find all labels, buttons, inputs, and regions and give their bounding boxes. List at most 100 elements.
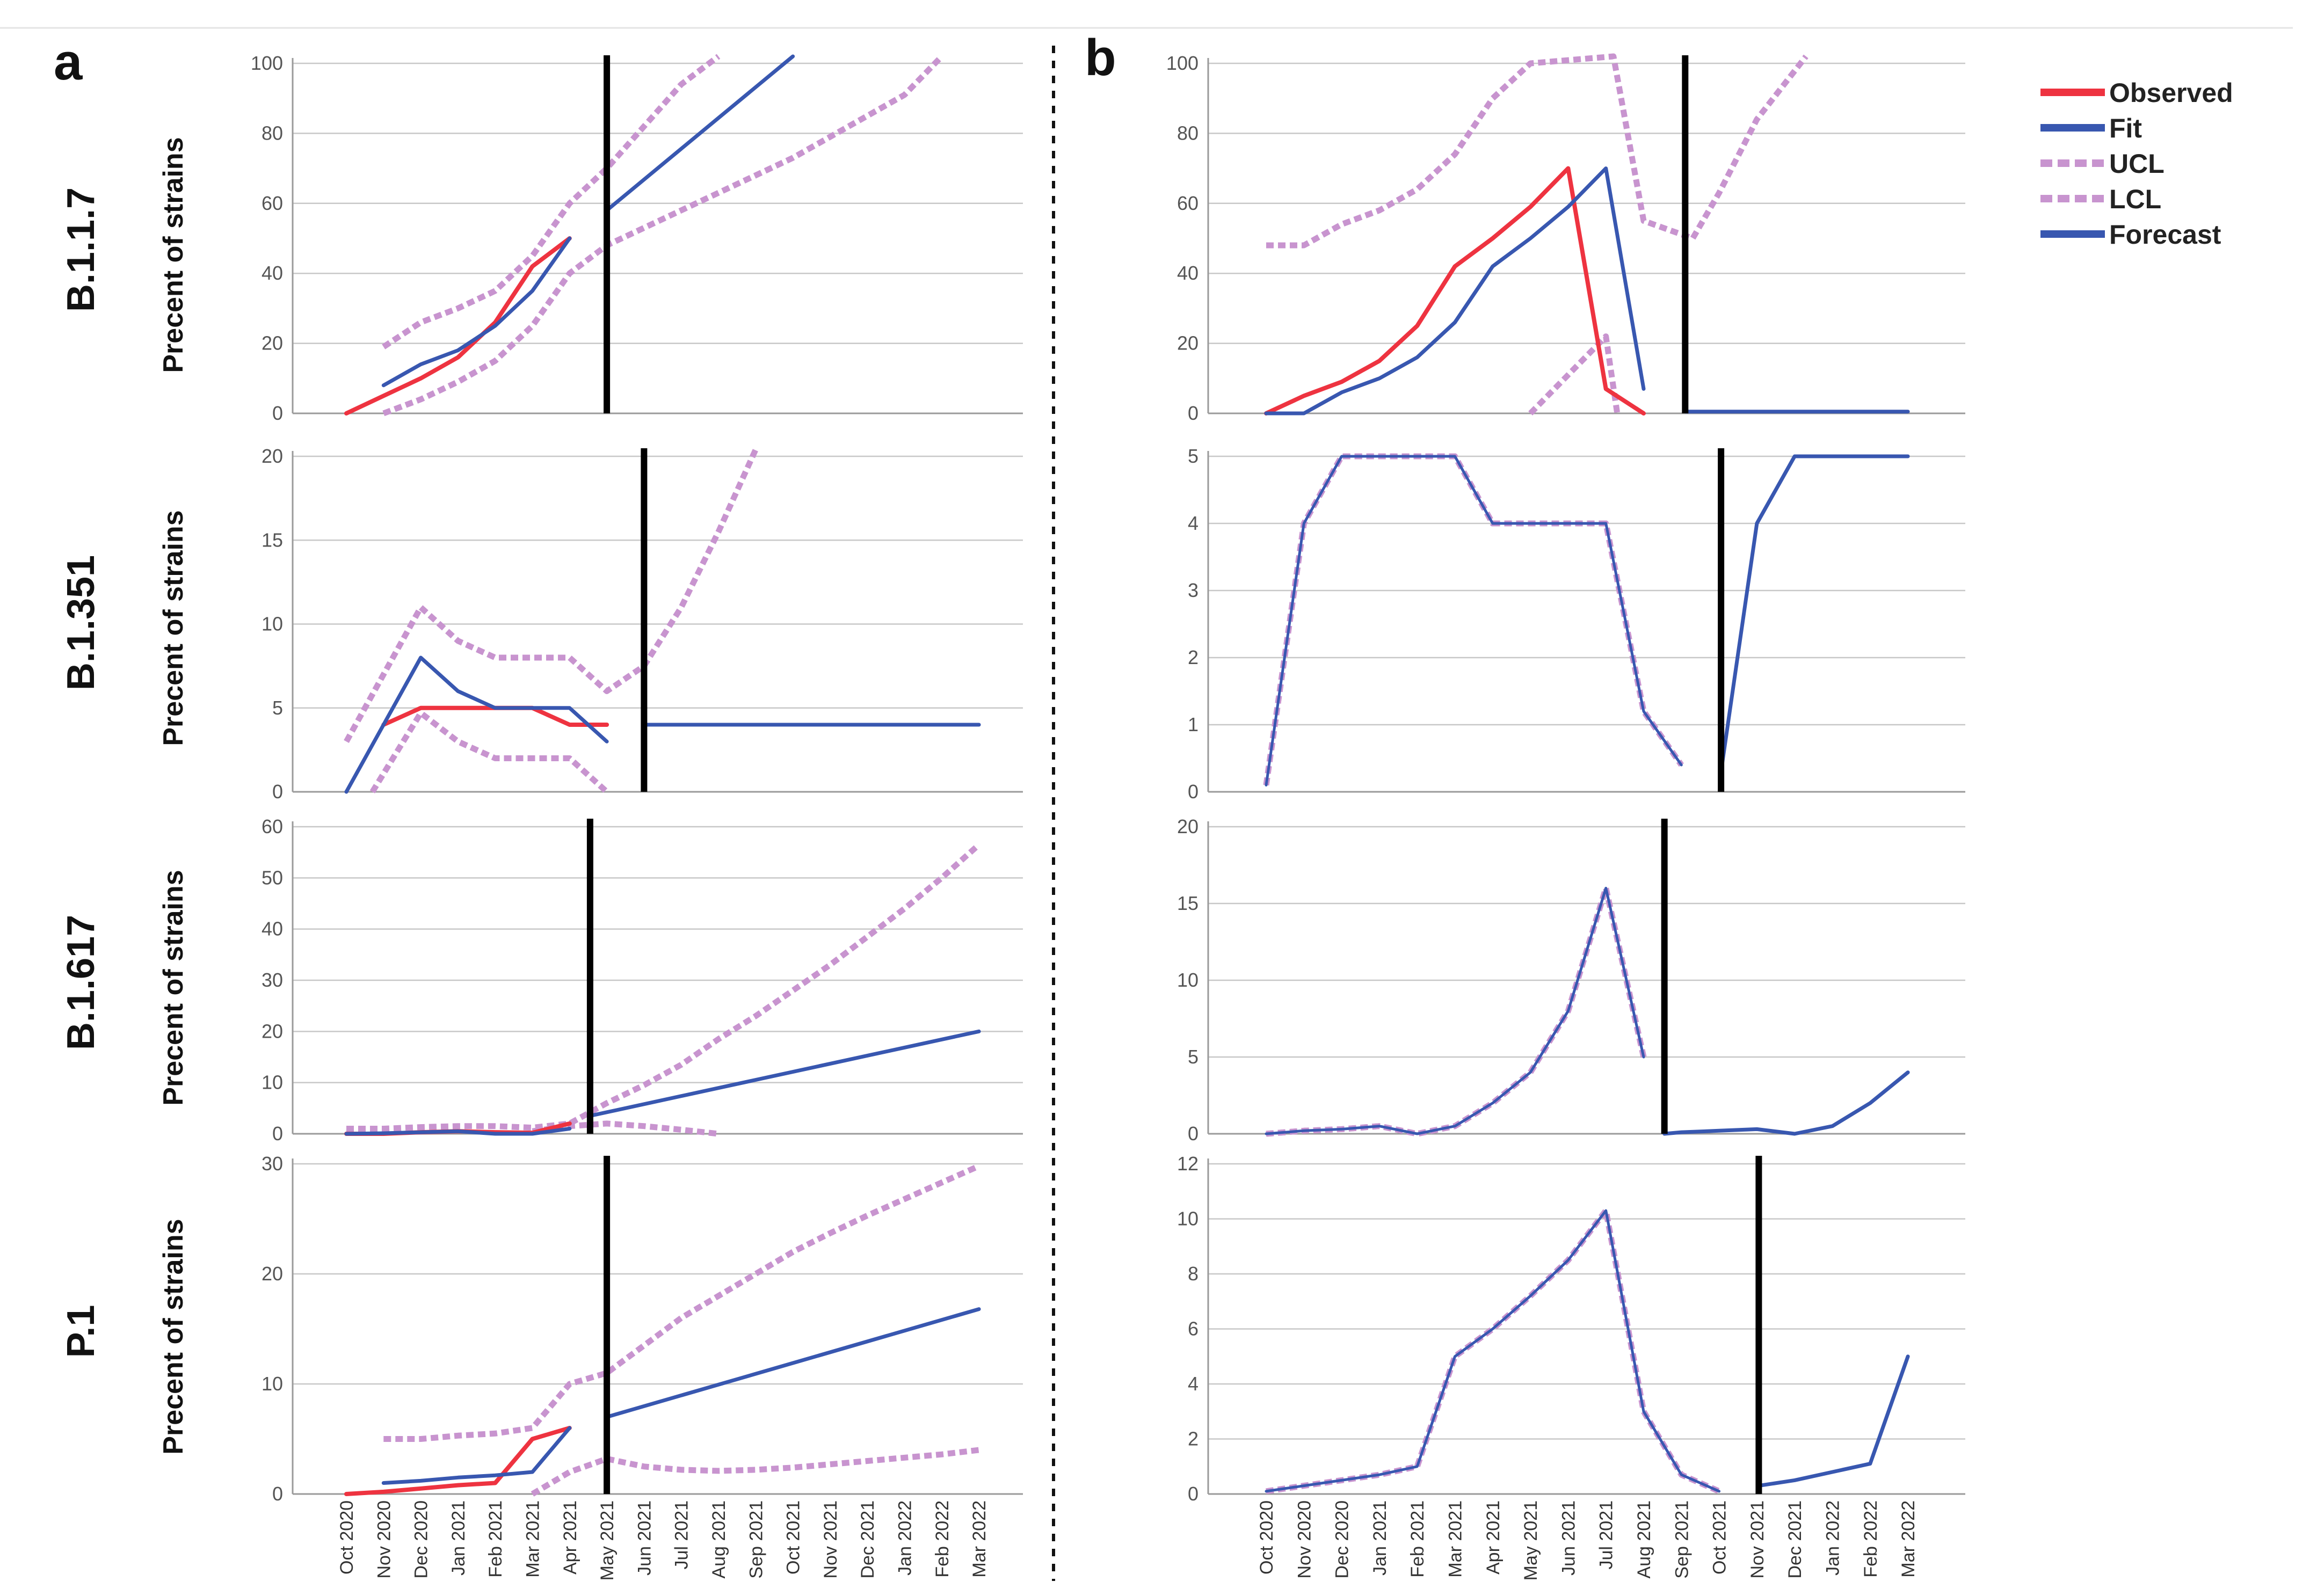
y-tick-label: 5: [1188, 445, 1199, 467]
x-tick-label: Oct 2020: [1256, 1500, 1277, 1575]
x-tick-label: Mar 2021: [1446, 1500, 1466, 1578]
series-observed: [1264, 166, 1646, 416]
y-tick-label: 40: [1177, 262, 1199, 284]
x-tick-label: Oct 2021: [783, 1500, 804, 1575]
series-lcl: [1266, 1207, 1720, 1495]
chart-b-b-1-1-7: 0 20 40 60 80 100: [1166, 52, 1965, 424]
x-tick-label: Feb 2022: [932, 1500, 953, 1578]
x-tick-label: Feb 2022: [1861, 1500, 1881, 1578]
series-fit: [1265, 1209, 1721, 1493]
y-axis-title: Precent of strains: [158, 137, 189, 373]
series-observed: [344, 1426, 572, 1496]
legend: Observed Fit UCL LCL Forecast: [2040, 78, 2233, 250]
row-label: B.1.351: [60, 555, 103, 690]
y-tick-label: 10: [1177, 1208, 1199, 1230]
series-ucl: [382, 54, 721, 349]
chart-b-b-1-617: 0 5 10 15 20: [1177, 815, 1965, 1145]
series-fit: [1264, 166, 1646, 416]
series-fit: [381, 236, 572, 388]
y-axis-title: Precent of strains: [158, 1219, 189, 1454]
series-ucl: [1266, 1207, 1720, 1495]
series-forecast: [605, 54, 795, 213]
x-tick-label: Oct 2021: [1710, 1500, 1730, 1575]
x-tick-label: May 2021: [597, 1500, 618, 1580]
x-tick-label: Nov 2020: [374, 1500, 394, 1579]
series-forecast: [1719, 454, 1910, 774]
y-tick-label: 20: [262, 445, 283, 467]
series-ucl: [346, 842, 981, 1132]
legend-label: Fit: [2109, 113, 2142, 143]
y-tick-label: 10: [262, 1072, 283, 1094]
y-tick-label: 5: [272, 697, 283, 719]
x-tick-label: Dec 2021: [1785, 1500, 1805, 1579]
y-tick-label: 0: [1188, 402, 1199, 424]
series-lcl: [369, 710, 609, 795]
y-tick-label: 40: [262, 262, 283, 284]
y-tick-label: 20: [1177, 332, 1199, 354]
series-forecast: [1756, 1354, 1910, 1488]
x-tick-label: Sep 2021: [1672, 1500, 1692, 1579]
chart-a-b-1-351: 0 5 10 15 20: [262, 445, 1023, 803]
legend-label: LCL: [2109, 184, 2161, 214]
y-tick-label: 0: [272, 781, 283, 803]
x-tick-label: Nov 2020: [1294, 1500, 1314, 1579]
y-tick-label: 8: [1188, 1263, 1199, 1285]
row-label: B.1.1.7: [60, 187, 103, 312]
x-tick-label: Jun 2021: [634, 1500, 655, 1576]
x-tick-label: Jan 2022: [895, 1500, 916, 1576]
y-axis-title: Precent of strains: [158, 510, 189, 746]
x-tick-label: Jan 2021: [448, 1500, 469, 1576]
x-tick-label: Apr 2021: [560, 1500, 580, 1575]
y-tick-label: 0: [272, 1483, 283, 1505]
y-tick-label: 0: [272, 402, 283, 424]
x-tick-label: Dec 2021: [858, 1500, 878, 1579]
series-forecast: [605, 1307, 981, 1419]
x-tick-label: Aug 2021: [709, 1500, 729, 1579]
series-ucl: [383, 1163, 980, 1442]
x-tick-label: Dec 2020: [1332, 1500, 1353, 1579]
series-fit: [344, 1127, 572, 1136]
series-lcl: [1528, 333, 1621, 416]
series-ucl: [1263, 453, 1684, 786]
chart-a-b-1-617: 0 10 20 30 40 50 60: [262, 815, 1023, 1145]
x-tick-label: Nov 2021: [820, 1500, 841, 1579]
legend-label: Forecast: [2109, 220, 2221, 250]
series-observed: [344, 236, 572, 416]
series-ucl: [1266, 885, 1647, 1137]
series-fit: [1265, 455, 1683, 786]
y-tick-label: 1: [1188, 713, 1199, 735]
row-label: P.1: [60, 1305, 103, 1358]
y-tick-label: 80: [262, 122, 283, 144]
series-forecast: [588, 1029, 981, 1118]
y-tick-label: 10: [262, 613, 283, 635]
y-axis-title: Precent of strains: [158, 870, 189, 1105]
x-tick-label: Sep 2021: [746, 1500, 766, 1579]
x-tick-label: Mar 2022: [969, 1500, 990, 1578]
chart-a-p-1: 0 10 20 30: [262, 1153, 1023, 1505]
y-tick-label: 4: [1188, 512, 1199, 534]
x-tick-label: Feb 2021: [1407, 1500, 1428, 1578]
x-tick-label: Jan 2021: [1370, 1500, 1390, 1576]
y-tick-label: 15: [262, 529, 283, 551]
series-lcl: [532, 1120, 719, 1137]
x-tick-label: Jun 2021: [1558, 1500, 1579, 1576]
y-tick-label: 10: [262, 1373, 283, 1395]
series-lcl: [1266, 885, 1647, 1137]
y-tick-label: 20: [262, 1263, 283, 1285]
series-ucl: [1266, 53, 1808, 249]
y-tick-label: 20: [262, 332, 283, 354]
y-tick-label: 2: [1188, 646, 1199, 668]
x-tick-label: Jan 2022: [1823, 1500, 1843, 1576]
series-fit: [381, 1426, 572, 1485]
x-tick-label: Apr 2021: [1483, 1500, 1503, 1575]
series-lcl: [382, 54, 944, 417]
x-tick-label: Mar 2022: [1898, 1500, 1919, 1578]
series-lcl: [531, 1447, 979, 1497]
y-tick-label: 15: [1177, 892, 1199, 914]
y-tick-label: 0: [1188, 1483, 1199, 1505]
y-tick-label: 30: [262, 1153, 283, 1175]
x-tick-label: Jul 2021: [672, 1500, 692, 1570]
row-labels: B.1.1.7 Precent of strains B.1.351 Precent …: [60, 137, 189, 1454]
y-tick-label: 40: [262, 918, 283, 940]
